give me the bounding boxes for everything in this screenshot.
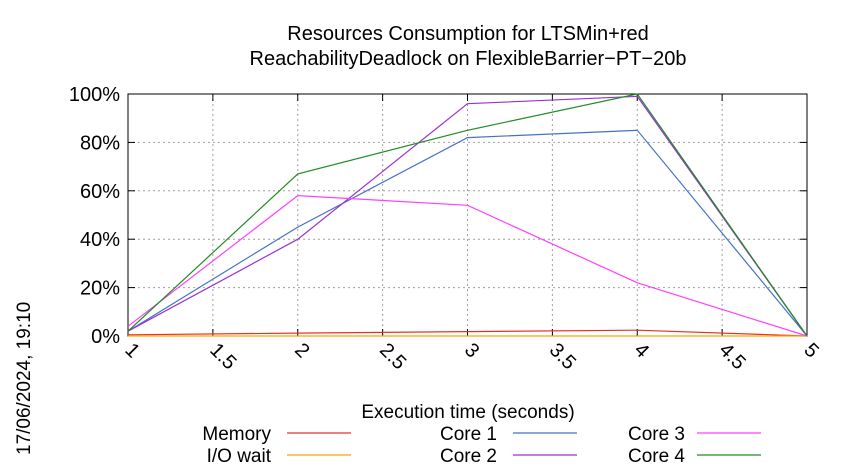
x-tick-label: 3.5 [545, 339, 580, 374]
series-line-core-2 [127, 95, 808, 337]
series-lines [127, 93, 808, 337]
chart-title: Resources Consumption for LTSMin+red Rea… [250, 23, 687, 70]
x-tick-label: 4.5 [715, 339, 750, 374]
y-axis-ticks: 0% 20% 40% 60% 80% 100% [69, 84, 807, 348]
series-line-memory [127, 329, 808, 337]
legend-label-core-4: Core 4 [628, 446, 685, 467]
y-tick-label: 40% [80, 229, 120, 251]
series-line-core-1 [127, 129, 808, 337]
y-tick-label: 20% [80, 278, 120, 300]
x-tick-label: 4 [630, 339, 653, 362]
x-tick-label: 2.5 [375, 339, 410, 374]
legend-label-i-o-wait: I/O wait [207, 446, 272, 467]
x-axis-ticks: 1 1.5 2 2.5 3 3.5 4 4.5 5 [120, 94, 823, 374]
x-tick-label: 1 [120, 339, 143, 362]
x-tick-label: 2 [290, 339, 313, 362]
x-tick-label: 3 [460, 339, 483, 362]
x-tick-label: 5 [799, 339, 822, 362]
series-line-core-3 [127, 194, 808, 337]
x-axis-label: Execution time (seconds) [361, 402, 574, 423]
x-tick-label: 1.5 [205, 339, 240, 374]
chart-title-line-2: ReachabilityDeadlock on FlexibleBarrier−… [250, 48, 687, 70]
y-tick-label: 80% [80, 132, 120, 154]
legend-label-core-1: Core 1 [440, 424, 497, 445]
legend-label-core-3: Core 3 [628, 424, 685, 445]
y-tick-label: 60% [80, 181, 120, 203]
legend-label-memory: Memory [202, 424, 271, 445]
y-tick-label: 100% [69, 84, 120, 106]
y-tick-label: 0% [91, 326, 120, 348]
timestamp: 17/06/2024, 19:10 [14, 302, 35, 455]
series-line-core-4 [127, 93, 808, 337]
legend-label-core-2: Core 2 [440, 446, 497, 467]
chart-title-line-1: Resources Consumption for LTSMin+red [287, 23, 648, 45]
